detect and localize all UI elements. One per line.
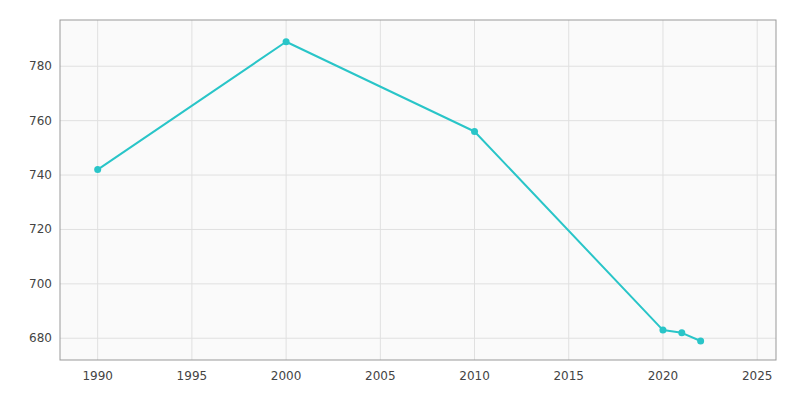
x-tick-label: 1990	[82, 369, 113, 383]
y-grid-line	[60, 175, 776, 176]
x-grid-line	[380, 20, 381, 360]
y-tick-label: 720	[29, 222, 52, 236]
marker	[283, 38, 290, 45]
plot-area	[60, 20, 776, 360]
x-tick-label: 2015	[553, 369, 584, 383]
chart: 1990 1995 2000 2005 2010 2015 2020 2025 680 700 72…	[0, 0, 800, 400]
marker	[471, 128, 478, 135]
y-tick-label: 780	[29, 59, 52, 73]
y-tick-label: 700	[29, 277, 52, 291]
x-grid-line	[662, 20, 663, 360]
x-tick-label: 1995	[177, 369, 208, 383]
x-tick-label: 2010	[459, 369, 490, 383]
marker	[678, 329, 685, 336]
y-tick-label: 680	[29, 331, 52, 345]
y-tick-label: 740	[29, 168, 52, 182]
y-grid-line	[60, 66, 776, 67]
x-grid-line	[191, 20, 192, 360]
x-tick-label: 2020	[648, 369, 679, 383]
x-tick-label: 2000	[271, 369, 302, 383]
y-tick-label: 760	[29, 114, 52, 128]
plot-frame	[60, 20, 776, 360]
x-grid-line	[568, 20, 569, 360]
line	[98, 42, 701, 341]
y-grid-line	[60, 338, 776, 339]
marker	[94, 166, 101, 173]
x-grid-line	[97, 20, 98, 360]
y-grid-line	[60, 120, 776, 121]
grid	[60, 20, 776, 360]
marker	[659, 327, 666, 334]
x-tick-label: 2025	[742, 369, 773, 383]
x-grid-line	[286, 20, 287, 360]
x-grid-line	[474, 20, 475, 360]
series	[94, 38, 704, 344]
y-grid-line	[60, 283, 776, 284]
marker	[697, 337, 704, 344]
y-grid-line	[60, 229, 776, 230]
x-tick-label: 2005	[365, 369, 396, 383]
x-grid-line	[757, 20, 758, 360]
